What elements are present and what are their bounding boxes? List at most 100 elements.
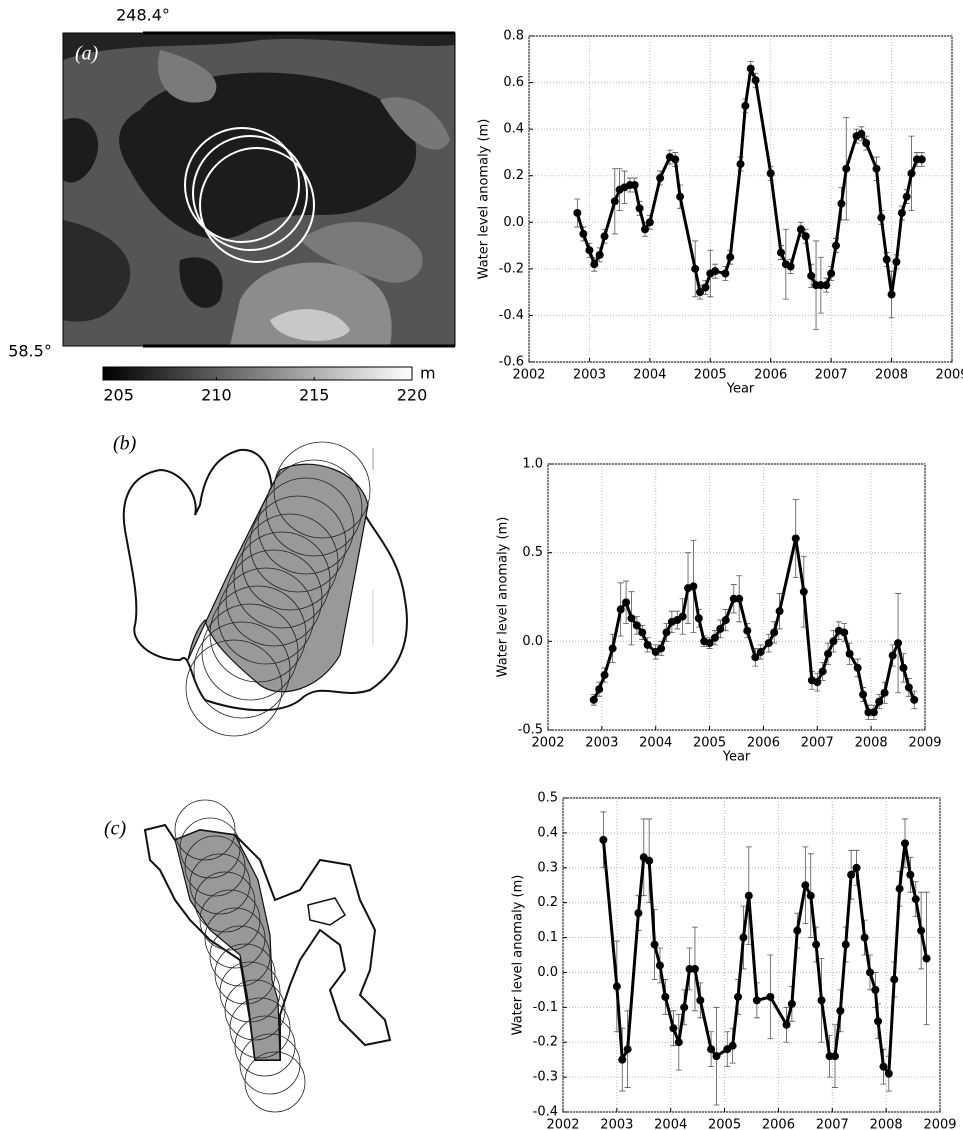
- figure: (a) 248.4° 58.5° 205210215220 m (b) (c) …: [0, 0, 963, 1130]
- data-point: [641, 225, 649, 233]
- x-tick-label: 2007: [815, 368, 848, 383]
- data-point: [711, 634, 719, 642]
- data-point: [735, 595, 743, 603]
- data-point: [634, 909, 642, 917]
- data-point: [644, 641, 652, 649]
- data-point: [901, 839, 909, 847]
- y-tick-label: 0.3: [537, 860, 558, 875]
- x-tick-label: 2003: [585, 736, 618, 751]
- x-tick-label: 2005: [708, 1118, 741, 1130]
- data-point: [797, 225, 805, 233]
- data-point: [601, 671, 609, 679]
- data-point: [739, 934, 747, 942]
- charts: 20022003200420052006200720082009-0.6-0.4…: [477, 29, 963, 1130]
- data-point: [618, 1056, 626, 1064]
- y-tick-label: 0.0: [537, 965, 558, 980]
- data-point: [753, 996, 761, 1004]
- data-point: [636, 204, 644, 212]
- x-tick-label: 2006: [747, 736, 780, 751]
- data-point: [573, 209, 581, 217]
- x-tick-label: 2008: [870, 1118, 903, 1130]
- x-tick-label: 2003: [600, 1118, 633, 1130]
- elevation-map: [63, 33, 455, 346]
- data-point: [879, 1063, 887, 1071]
- data-point: [896, 885, 904, 893]
- data-point: [633, 621, 641, 629]
- data-point: [881, 689, 889, 697]
- colorbar-unit: m: [420, 364, 436, 383]
- data-point: [711, 267, 719, 275]
- data-point: [912, 895, 920, 903]
- y-axis-label: Water level anomaly (m): [477, 119, 492, 280]
- data-point: [917, 927, 925, 935]
- data-point: [669, 1024, 677, 1032]
- data-point: [695, 614, 703, 622]
- data-point: [824, 650, 832, 658]
- data-point: [611, 197, 619, 205]
- x-tick-label: 2007: [816, 1118, 849, 1130]
- page: (a) 248.4° 58.5° 205210215220 m (b) (c) …: [0, 0, 963, 1130]
- data-point: [767, 169, 775, 177]
- data-point: [752, 76, 760, 84]
- data-point: [734, 993, 742, 1001]
- data-point: [590, 696, 598, 704]
- data-point: [707, 1045, 715, 1053]
- data-point: [802, 232, 810, 240]
- x-tick-label: 2004: [639, 736, 672, 751]
- data-point: [871, 986, 879, 994]
- data-point: [622, 598, 630, 606]
- x-tick-label: 2009: [908, 736, 941, 751]
- data-point: [840, 628, 848, 636]
- latitude-label: 58.5°: [8, 342, 52, 361]
- data-point: [696, 996, 704, 1004]
- data-point: [862, 139, 870, 147]
- x-tick-label: 2007: [801, 736, 834, 751]
- data-point: [777, 249, 785, 257]
- y-tick-label: 0.1: [537, 930, 558, 945]
- data-point: [903, 193, 911, 201]
- data-point: [631, 181, 639, 189]
- longitude-label: 248.4°: [116, 6, 170, 25]
- data-point: [765, 639, 773, 647]
- data-point: [923, 954, 931, 962]
- panel-label: (b): [113, 433, 137, 455]
- data-point: [890, 975, 898, 983]
- y-tick-label: -0.2: [533, 1035, 558, 1050]
- data-point: [818, 996, 826, 1004]
- x-tick-label: 2005: [693, 736, 726, 751]
- data-point: [792, 534, 800, 542]
- data-point: [691, 265, 699, 273]
- x-tick-label: 2002: [531, 736, 564, 751]
- data-point: [892, 258, 900, 266]
- data-point: [721, 270, 729, 278]
- lake-outline-c: [145, 800, 390, 1112]
- y-tick-label: 0.0: [503, 215, 524, 230]
- x-tick-label: 2006: [754, 368, 787, 383]
- y-tick-label: 0.2: [503, 168, 524, 183]
- data-point: [671, 155, 679, 163]
- x-tick-label: 2002: [512, 368, 545, 383]
- data-point: [854, 664, 862, 672]
- x-tick-label: 2008: [875, 368, 908, 383]
- data-point: [689, 582, 697, 590]
- data-point: [599, 836, 607, 844]
- data-point: [832, 242, 840, 250]
- data-point: [894, 639, 902, 647]
- data-point: [679, 613, 687, 621]
- data-point: [827, 270, 835, 278]
- colorbar: [103, 367, 412, 380]
- y-tick-label: 0.6: [503, 75, 524, 90]
- x-tick-label: 2008: [855, 736, 888, 751]
- y-tick-label: -0.3: [533, 1070, 558, 1085]
- data-point: [801, 881, 809, 889]
- data-point: [836, 1007, 844, 1015]
- data-point: [842, 941, 850, 949]
- data-point: [680, 1003, 688, 1011]
- y-axis-label: Water level anomaly (m): [496, 517, 511, 678]
- data-point: [722, 616, 730, 624]
- data-point: [807, 892, 815, 900]
- data-point: [776, 607, 784, 615]
- data-point: [646, 218, 654, 226]
- data-point: [624, 1045, 632, 1053]
- data-point: [691, 965, 699, 973]
